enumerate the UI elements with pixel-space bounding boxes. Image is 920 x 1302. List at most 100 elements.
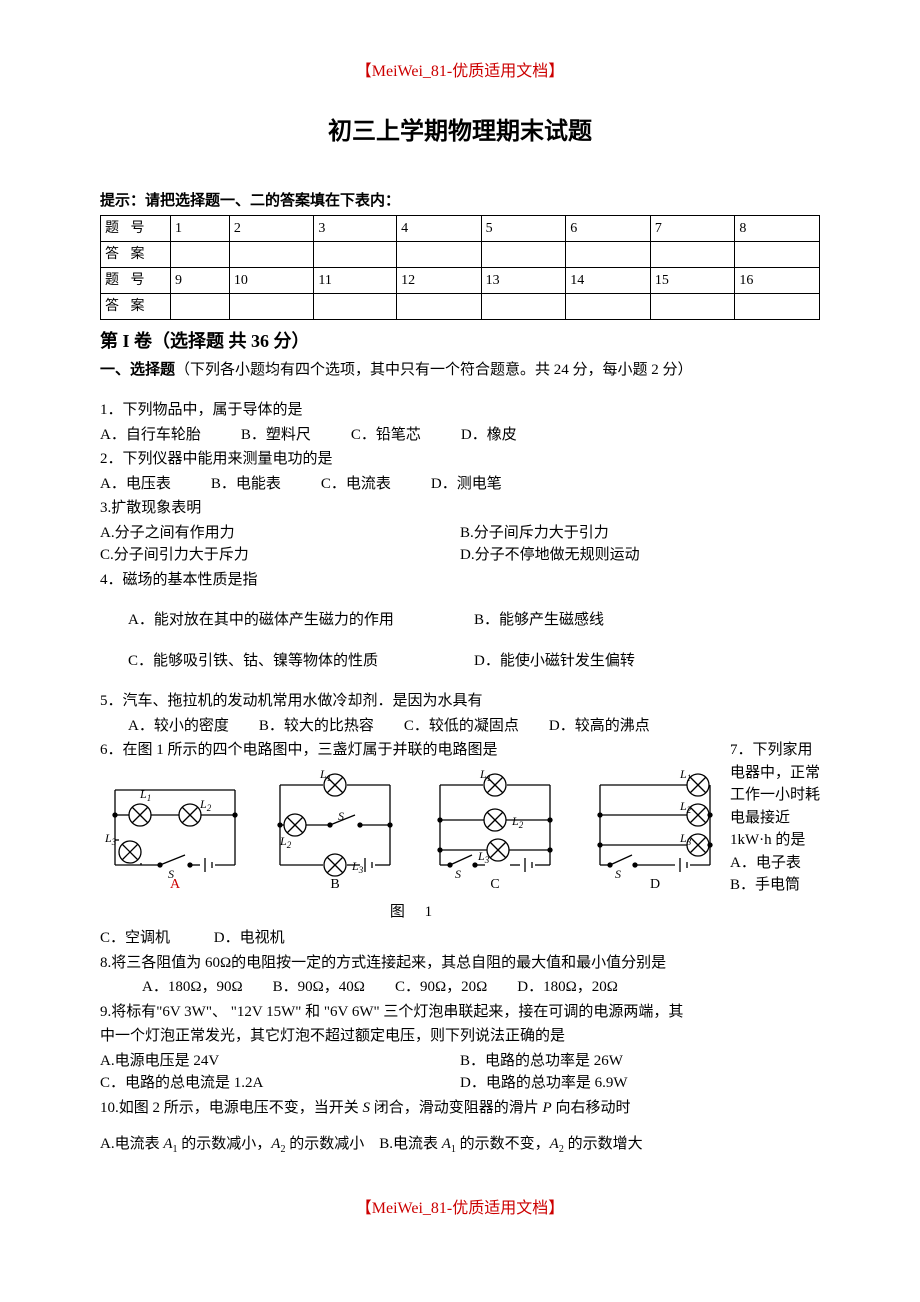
cell (229, 293, 314, 319)
q9-opt-b: B．电路的总功率是 26W (460, 1050, 820, 1073)
hint-text: 提示：请把选择题一、二的答案填在下表内： (100, 190, 820, 213)
section-part-a: 第 I 卷 (100, 331, 152, 351)
q8-opt-c: C．90Ω，20Ω (395, 976, 487, 999)
q8-opt-a: A．180Ω，90Ω (142, 976, 243, 999)
ans-label: 答 案 (101, 293, 171, 319)
q8-opt-b: B．90Ω，40Ω (273, 976, 365, 999)
section-heading: 第 I 卷（选择题 共 36 分） (100, 328, 820, 355)
q7-opts-bottom: C．空调机 D．电视机 (100, 927, 820, 950)
q3-opt-b: B.分子间斥力大于引力 (460, 522, 820, 545)
cell (735, 241, 820, 267)
cell (314, 293, 397, 319)
question-5: 5．汽车、拖拉机的发动机常用水做冷却剂．是因为水具有 A．较小的密度 B．较大的… (100, 690, 820, 737)
q3-opt-a: A.分子之间有作用力 (100, 522, 460, 545)
cell (735, 293, 820, 319)
cell (229, 241, 314, 267)
circuit-d: L1 L2 L3 S D (580, 770, 730, 901)
q2-stem: 2．下列仪器中能用来测量电功的是 (100, 448, 820, 471)
cell: 12 (397, 267, 482, 293)
q3-opt-c: C.分子间引力大于斥力 (100, 544, 460, 567)
figure-caption: 图 1 (100, 901, 730, 924)
cell (314, 241, 397, 267)
svg-text:L1: L1 (679, 770, 691, 783)
circuit-c: L1 L2 L3 S C (420, 770, 570, 901)
q9-opt-a: A.电源电压是 24V (100, 1050, 460, 1073)
q5-stem: 5．汽车、拖拉机的发动机常用水做冷却剂．是因为水具有 (100, 690, 820, 713)
svg-text:L2: L2 (511, 814, 524, 830)
cell: 15 (650, 267, 735, 293)
q1-opt-d: D．橡皮 (461, 424, 517, 447)
footer-tag: 【MeiWei_81-优质适用文档】 (100, 1197, 820, 1221)
svg-text:L2: L2 (279, 834, 292, 850)
cell (397, 293, 482, 319)
cell (481, 293, 566, 319)
q7-stem: 7．下列家用电器中，正常工作一小时耗电最接近 1kW·h 的是 (730, 742, 820, 848)
cell: 3 (314, 215, 397, 241)
question-4: 4．磁场的基本性质是指 A．能对放在其中的磁体产生磁力的作用 B．能够产生磁感线… (100, 569, 820, 673)
cell (566, 241, 651, 267)
cell: 14 (566, 267, 651, 293)
q9-stem2: 中一个灯泡正常发光，其它灯泡不超过额定电压，则下列说法正确的是 (100, 1025, 820, 1048)
q7-opt-d: D．电视机 (214, 930, 285, 946)
q8-stem: 8.将三各阻值为 60Ω的电阻按一定的方式连接起来，其总自阻的最大值和最小值分别… (100, 952, 820, 975)
q10-opt-b: B.电流表 A1 的示数不变，A2 的示数增大 (379, 1136, 642, 1152)
svg-text:L3: L3 (679, 831, 692, 847)
q10-opts: A.电流表 A1 的示数减小，A2 的示数减小 B.电流表 A1 的示数不变，A… (100, 1133, 820, 1157)
q4-opt-b: B．能够产生磁感线 (474, 609, 820, 632)
section-part-b: （选择题 共 36 分） (152, 331, 310, 351)
q10-opt-a: A.电流表 A1 的示数减小，A2 的示数减小 (100, 1136, 368, 1152)
cell: 2 (229, 215, 314, 241)
q6-stem: 6．在图 1 所示的四个电路图中，三盏灯属于并联的电路图是 (100, 739, 730, 762)
q7-opt-c: C．空调机 (100, 930, 170, 946)
q5-opt-a: A．较小的密度 (128, 715, 229, 738)
cell (171, 241, 230, 267)
cell: 9 (171, 267, 230, 293)
q4-opt-d: D．能使小磁针发生偏转 (474, 650, 820, 673)
q8-opt-d: D．180Ω，20Ω (517, 976, 618, 999)
cell (650, 293, 735, 319)
cell: 6 (566, 215, 651, 241)
q2-opt-c: C．电流表 (321, 473, 391, 496)
q1-opt-c: C．铅笔芯 (351, 424, 421, 447)
cell: 16 (735, 267, 820, 293)
q4-opt-c: C．能够吸引铁、钴、镍等物体的性质 (128, 650, 474, 673)
question-9: 9.将标有"6V 3W"、 "12V 15W" 和 "6V 6W" 三个灯泡串联… (100, 1001, 820, 1095)
header-tag: 【MeiWei_81-优质适用文档】 (100, 60, 820, 84)
svg-text:L3: L3 (477, 849, 490, 865)
q3-opt-d: D.分子不停地做无规则运动 (460, 544, 820, 567)
circuit-b: L1 L2 L3 S B (260, 770, 410, 901)
question-2: 2．下列仪器中能用来测量电功的是 A．电压表 B．电能表 C．电流表 D．测电笔 (100, 448, 820, 495)
q2-opt-b: B．电能表 (211, 473, 281, 496)
svg-text:L2: L2 (679, 799, 692, 815)
q5-opt-b: B．较大的比热容 (259, 715, 374, 738)
cell (397, 241, 482, 267)
q1-opt-a: A．自行车轮胎 (100, 424, 201, 447)
sub-b: （下列各小题均有四个选项，其中只有一个符合题意。共 24 分，每小题 2 分） (175, 362, 693, 378)
cell (566, 293, 651, 319)
cell: 7 (650, 215, 735, 241)
cell: 4 (397, 215, 482, 241)
cell: 8 (735, 215, 820, 241)
answer-table: 题 号 1 2 3 4 5 6 7 8 答 案 题 号 9 10 11 12 1… (100, 215, 820, 320)
q9-opt-d: D．电路的总功率是 6.9W (460, 1072, 820, 1095)
circuit-label-d: D (580, 874, 730, 895)
cell (481, 241, 566, 267)
subsection-heading: 一、选择题（下列各小题均有四个选项，其中只有一个符合题意。共 24 分，每小题 … (100, 359, 820, 382)
q4-stem: 4．磁场的基本性质是指 (100, 569, 820, 592)
circuit-a: L1 L2 L3 S A (100, 770, 250, 901)
circuit-diagrams: L1 L2 L3 S A (100, 770, 730, 901)
cell: 13 (481, 267, 566, 293)
q5-opt-d: D．较高的沸点 (549, 715, 650, 738)
ans-label: 答 案 (101, 241, 171, 267)
q2-opt-a: A．电压表 (100, 473, 171, 496)
circuit-label-b: B (260, 874, 410, 895)
svg-text:S: S (338, 809, 344, 823)
row-label: 题 号 (101, 267, 171, 293)
question-10: 10.如图 2 所示，电源电压不变，当开关 S 闭合，滑动变阻器的滑片 P 向右… (100, 1097, 820, 1158)
svg-text:L3: L3 (351, 859, 364, 875)
q7-opt-a: A．电子表 (730, 855, 801, 871)
q3-stem: 3.扩散现象表明 (100, 497, 820, 520)
svg-text:L2: L2 (199, 797, 212, 813)
q9-stem1: 9.将标有"6V 3W"、 "12V 15W" 和 "6V 6W" 三个灯泡串联… (100, 1001, 820, 1024)
circuit-label-c: C (420, 874, 570, 895)
